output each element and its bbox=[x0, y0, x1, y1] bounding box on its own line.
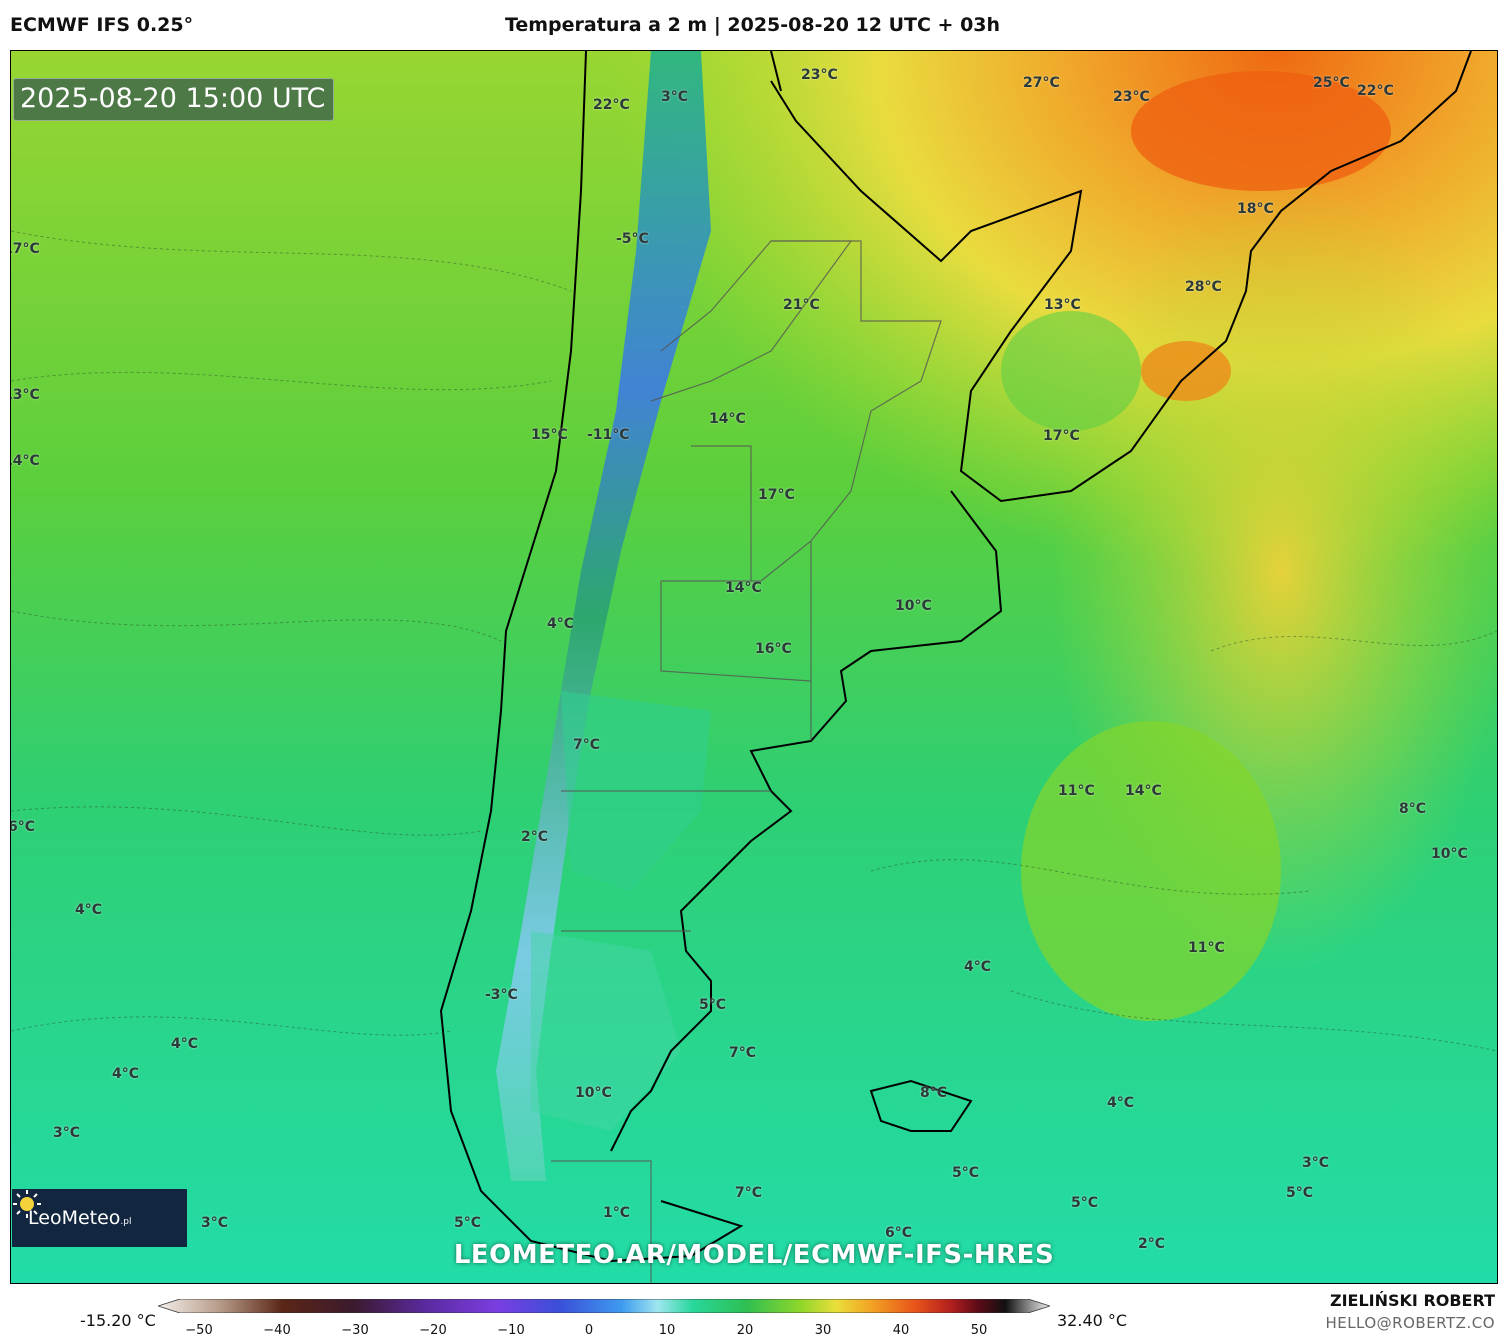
leometeo-logo[interactable]: LeoMeteo.pl bbox=[12, 1189, 187, 1247]
temperature-label: 17°C bbox=[11, 241, 40, 257]
temperature-label: 2°C bbox=[1138, 1236, 1166, 1252]
temperature-label: 4°C bbox=[171, 1036, 199, 1052]
temperature-label: 8°C bbox=[1399, 801, 1427, 817]
temperature-label: 7°C bbox=[573, 737, 601, 753]
temperature-label: 11°C bbox=[1058, 783, 1095, 799]
temperature-label: 13°C bbox=[1044, 297, 1081, 313]
temperature-label: 6°C bbox=[10, 819, 36, 835]
temperature-label: 8°C bbox=[920, 1085, 948, 1101]
temperature-label: 5°C bbox=[699, 997, 727, 1013]
map-canvas bbox=[11, 51, 1497, 1283]
temperature-label: 4°C bbox=[547, 616, 575, 632]
logo-text: LeoMeteo.pl bbox=[28, 1207, 132, 1229]
temperature-label: 25°C bbox=[1313, 75, 1350, 91]
temperature-label: 5°C bbox=[1071, 1195, 1099, 1211]
temperature-label: 4°C bbox=[964, 959, 992, 975]
temperature-label: 23°C bbox=[1113, 89, 1150, 105]
temperature-label: 10°C bbox=[895, 598, 932, 614]
temperature-label: 21°C bbox=[783, 297, 820, 313]
colorbar-max-label: 32.40 °C bbox=[1057, 1311, 1128, 1330]
temperature-label: 13°C bbox=[11, 387, 40, 403]
colorbar-tick-label: 30 bbox=[814, 1323, 832, 1338]
temperature-label: 28°C bbox=[1185, 279, 1222, 295]
temperature-label: 10°C bbox=[575, 1085, 612, 1101]
temperature-label: 7°C bbox=[735, 1185, 763, 1201]
colorbar bbox=[158, 1299, 1050, 1313]
temperature-label: -11°C bbox=[587, 427, 630, 443]
colorbar-tick-label: 20 bbox=[736, 1323, 754, 1338]
temperature-label: 6°C bbox=[885, 1225, 913, 1241]
temperature-label: 14°C bbox=[11, 453, 40, 469]
temperature-label: 18°C bbox=[1237, 201, 1274, 217]
map-title: Temperatura a 2 m | 2025-08-20 12 UTC + … bbox=[504, 14, 1001, 36]
temperature-label: 4°C bbox=[75, 902, 103, 918]
temperature-label: 15°C bbox=[531, 427, 568, 443]
model-url-watermark: LEOMETEO.AR/MODEL/ECMWF-IFS-HRES bbox=[453, 1240, 1055, 1270]
colorbar-tick-label: 40 bbox=[892, 1323, 910, 1338]
temperature-label: 1°C bbox=[603, 1205, 631, 1221]
temperature-label: 2°C bbox=[521, 829, 549, 845]
colorbar-tick-label: 10 bbox=[658, 1323, 676, 1338]
colorbar-tick-label: −50 bbox=[185, 1323, 213, 1338]
colorbar-tick-label: 50 bbox=[970, 1323, 988, 1338]
temperature-map: 2025-08-20 15:00 UTC 23°C 22°C 27°C 23°C 25°… bbox=[10, 50, 1498, 1284]
author-name: ZIELIŃSKI ROBERT bbox=[1329, 1291, 1495, 1310]
author-email[interactable]: HELLO@ROBERTZ.CO bbox=[1325, 1314, 1495, 1332]
temperature-label: 5°C bbox=[1286, 1185, 1314, 1201]
temperature-label: 3°C bbox=[53, 1125, 81, 1141]
temperature-label: 4°C bbox=[112, 1066, 140, 1082]
sun-icon bbox=[13, 1190, 41, 1218]
temperature-label: 10°C bbox=[1431, 846, 1468, 862]
colorbar-tick-label: −20 bbox=[419, 1323, 447, 1338]
temperature-label: 16°C bbox=[755, 641, 792, 657]
colorbar-tick-label: −30 bbox=[341, 1323, 369, 1338]
valid-time-badge: 2025-08-20 15:00 UTC bbox=[13, 78, 335, 121]
temperature-label: -3°C bbox=[485, 987, 518, 1003]
temperature-label: 14°C bbox=[725, 580, 762, 596]
temperature-label: 11°C bbox=[1188, 940, 1225, 956]
temperature-label: 4°C bbox=[1107, 1095, 1135, 1111]
temperature-label: 14°C bbox=[709, 411, 746, 427]
temperature-label: 22°C bbox=[1357, 83, 1394, 99]
temperature-label: 17°C bbox=[1043, 428, 1080, 444]
model-name: ECMWF IFS 0.25° bbox=[10, 14, 194, 36]
colorbar-tick-label: −40 bbox=[263, 1323, 291, 1338]
temperature-label: 22°C bbox=[593, 97, 630, 113]
temperature-label: 14°C bbox=[1125, 783, 1162, 799]
temperature-label: -5°C bbox=[616, 231, 649, 247]
colorbar-min-label: -15.20 °C bbox=[80, 1311, 156, 1330]
temperature-label: 7°C bbox=[729, 1045, 757, 1061]
temperature-label: 3°C bbox=[1302, 1155, 1330, 1171]
temperature-label: 3°C bbox=[661, 89, 689, 105]
temperature-label: 5°C bbox=[952, 1165, 980, 1181]
temperature-label: 23°C bbox=[801, 67, 838, 83]
colorbar-tick-label: −10 bbox=[497, 1323, 525, 1338]
temperature-label: 5°C bbox=[454, 1215, 482, 1231]
temperature-label: 3°C bbox=[201, 1215, 229, 1231]
temperature-label: 27°C bbox=[1023, 75, 1060, 91]
temperature-label: 17°C bbox=[758, 487, 795, 503]
colorbar-tick-label: 0 bbox=[584, 1323, 594, 1338]
